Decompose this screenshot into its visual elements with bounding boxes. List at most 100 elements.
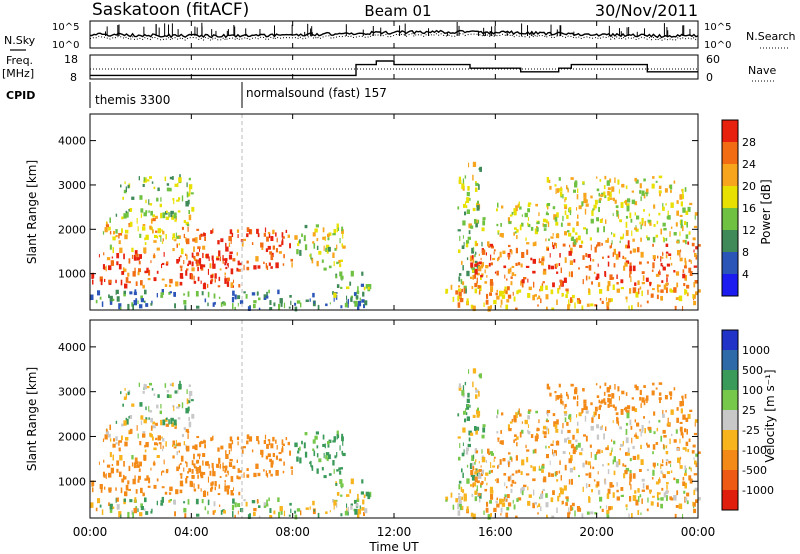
power-cell: [481, 249, 486, 255]
velocity-cell: [473, 454, 475, 459]
power-cell: [234, 294, 237, 300]
velocity-cell: [113, 438, 115, 442]
velocity-cell: [552, 452, 555, 457]
power-cell: [127, 303, 130, 310]
velocity-cell: [168, 419, 170, 424]
power-cell: [474, 254, 476, 258]
velocity-cell: [514, 438, 517, 441]
velocity-cell: [488, 470, 491, 475]
power-cell: [466, 240, 470, 244]
power-cell: [594, 204, 597, 209]
power-cell: [212, 260, 214, 266]
velocity-cell: [507, 502, 512, 507]
velocity-cell: [145, 417, 148, 421]
power-cell: [555, 188, 557, 195]
power-cell: [556, 271, 559, 274]
velocity-cell: [152, 425, 156, 429]
velocity-cell: [598, 406, 601, 410]
velocity-cell: [682, 400, 684, 406]
velocity-cell: [555, 428, 559, 433]
power-cell: [625, 230, 629, 236]
velocity-cell: [617, 386, 620, 392]
power-cell: [611, 186, 615, 192]
power-cell: [199, 247, 200, 252]
velocity-cell: [567, 429, 571, 434]
power-cell: [501, 290, 505, 295]
velocity-cell: [695, 499, 698, 503]
power-cell: [204, 236, 206, 241]
power-cell: [573, 189, 576, 193]
power-cell: [462, 235, 464, 239]
power-cell: [596, 244, 598, 248]
power-cell: [507, 294, 512, 299]
power-cell: [560, 280, 563, 286]
velocity-colorbar-frame: [721, 329, 739, 511]
velocity-cell: [682, 447, 686, 450]
velocity-cell: [115, 487, 117, 491]
velocity-cell: [109, 452, 112, 458]
velocity-cell: [610, 506, 613, 510]
power-cell: [629, 265, 632, 272]
power-cell: [186, 254, 188, 260]
velocity-cell: [115, 497, 117, 503]
velocity-cell: [475, 430, 478, 435]
velocity-cell: [686, 429, 688, 435]
power-cell: [155, 215, 158, 219]
velocity-cell: [220, 510, 223, 515]
power-cell: [197, 276, 200, 282]
velocity-cell: [350, 505, 353, 510]
power-cell: [263, 261, 265, 264]
velocity-cell: [682, 476, 685, 481]
time-axis: 00:00 04:00 08:00 12:00 16:00 20:00 00:00: [73, 21, 715, 539]
power-cell: [109, 217, 111, 223]
power-cell: [499, 233, 502, 237]
velocity-cell: [276, 445, 278, 450]
power-cell: [520, 263, 523, 268]
velocity-cell: [144, 497, 147, 503]
power-cell: [125, 211, 129, 218]
power-cell: [484, 269, 486, 274]
power-cell: [577, 214, 579, 219]
velocity-cell: [552, 413, 556, 417]
power-cell: [291, 262, 293, 268]
power-cell: [121, 271, 125, 275]
velocity-cell: [125, 437, 129, 441]
power-cell: [507, 217, 510, 223]
velocity-cell: [268, 440, 271, 446]
power-cell: [657, 255, 659, 259]
power-cell: [225, 242, 227, 247]
velocity-cell: [641, 498, 643, 504]
power-cell: [585, 253, 588, 258]
power-cell: [183, 233, 185, 239]
power-cell: [111, 256, 114, 259]
power-cell: [200, 233, 203, 237]
power-cell: [179, 174, 181, 180]
power-cell: [217, 285, 221, 288]
velocity-cell: [289, 450, 291, 456]
power-cell: [172, 237, 174, 240]
freq-label-1: Freq.: [6, 54, 33, 67]
power-cell: [458, 288, 461, 292]
velocity-cell: [278, 511, 281, 518]
velocity-cell: [266, 473, 269, 478]
power-cell: [659, 190, 661, 197]
power-cell: [134, 267, 136, 274]
velocity-cell: [312, 439, 316, 444]
power-cell: [118, 233, 120, 239]
power-cell: [367, 286, 370, 290]
velocity-cell: [685, 441, 689, 447]
velocity-cell: [620, 487, 624, 491]
power-cell: [575, 232, 578, 235]
power-cell: [547, 221, 550, 228]
velocity-cell: [155, 437, 158, 441]
velocity-cell: [160, 500, 164, 503]
power-cell: [210, 280, 213, 285]
power-cell: [478, 285, 481, 289]
power-cell: [495, 292, 498, 296]
power-cell: [138, 268, 141, 273]
velocity-cell: [474, 426, 477, 431]
power-cell: [685, 234, 689, 239]
velocity-cell: [153, 393, 156, 396]
power-colorbar-swatch: [722, 186, 738, 208]
velocity-cell: [496, 431, 499, 434]
